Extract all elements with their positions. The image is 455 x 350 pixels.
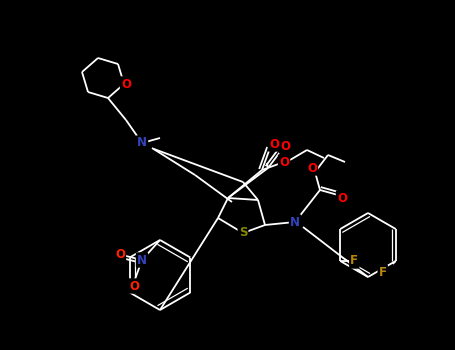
Text: F: F [350, 254, 358, 267]
Text: S: S [239, 226, 247, 239]
Text: O: O [279, 155, 289, 168]
Text: N: N [137, 253, 147, 266]
Text: O: O [307, 161, 317, 175]
Text: O: O [121, 77, 131, 91]
Text: N: N [137, 136, 147, 149]
Text: O: O [337, 191, 347, 204]
Text: O: O [280, 140, 290, 153]
Text: F: F [379, 266, 387, 279]
Text: N: N [290, 216, 300, 229]
Text: O: O [269, 138, 279, 150]
Text: O: O [129, 280, 139, 293]
Text: O: O [115, 248, 125, 261]
